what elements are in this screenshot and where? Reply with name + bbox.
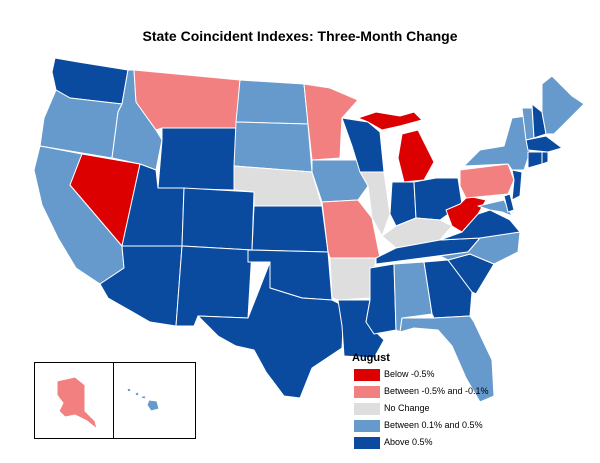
- legend-swatch: [354, 369, 380, 381]
- state-ms: [365, 263, 397, 335]
- state-ct: [527, 151, 543, 169]
- state-de: [503, 193, 515, 213]
- legend-swatch: [354, 420, 380, 432]
- state-ri: [541, 151, 549, 165]
- legend: August Below -0.5% Between -0.5% and -0.…: [352, 352, 582, 453]
- state-ak: [56, 376, 98, 430]
- legend-label: Above 0.5%: [384, 437, 433, 447]
- legend-label: No Change: [384, 403, 430, 413]
- state-fl: [399, 315, 495, 403]
- legend-label: Below -0.5%: [384, 369, 435, 379]
- legend-item-neg-0-5-to-neg-0-1: Between -0.5% and -0.1%: [352, 385, 582, 400]
- state-co: [181, 187, 255, 251]
- legend-item-above-0-5: Above 0.5%: [352, 436, 582, 451]
- state-pa: [459, 163, 515, 199]
- legend-item-no-change: No Change: [352, 402, 582, 417]
- state-sd: [233, 121, 313, 173]
- state-nm: [175, 245, 253, 327]
- state-va: [439, 209, 521, 241]
- state-wy: [157, 127, 237, 191]
- legend-item-below-neg-0-5: Below -0.5%: [352, 368, 582, 383]
- state-me: [541, 75, 585, 135]
- state-nc: [439, 231, 521, 265]
- legend-label: Between 0.1% and 0.5%: [384, 420, 483, 430]
- state-nd: [235, 79, 309, 125]
- state-mi-upper: [357, 111, 423, 131]
- state-mi-lower: [397, 129, 435, 183]
- alaska-hawaii-inset: [34, 362, 196, 439]
- legend-swatch: [354, 437, 380, 449]
- state-ny: [463, 115, 531, 171]
- state-md: [477, 199, 513, 217]
- legend-swatch: [354, 386, 380, 398]
- state-ks: [251, 205, 329, 253]
- state-mt: [133, 69, 241, 131]
- map-title: State Coincident Indexes: Three-Month Ch…: [142, 28, 458, 44]
- state-nj: [511, 169, 523, 201]
- state-mn: [303, 83, 359, 161]
- legend-swatch: [354, 403, 380, 415]
- legend-title: August: [352, 352, 390, 364]
- state-ar: [329, 257, 377, 301]
- legend-label: Between -0.5% and -0.1%: [384, 386, 489, 396]
- legend-item-0-1-to-0-5: Between 0.1% and 0.5%: [352, 419, 582, 434]
- state-tx: [197, 261, 345, 399]
- state-hi: [126, 387, 160, 412]
- state-ma: [525, 135, 563, 153]
- inset-divider: [113, 363, 114, 438]
